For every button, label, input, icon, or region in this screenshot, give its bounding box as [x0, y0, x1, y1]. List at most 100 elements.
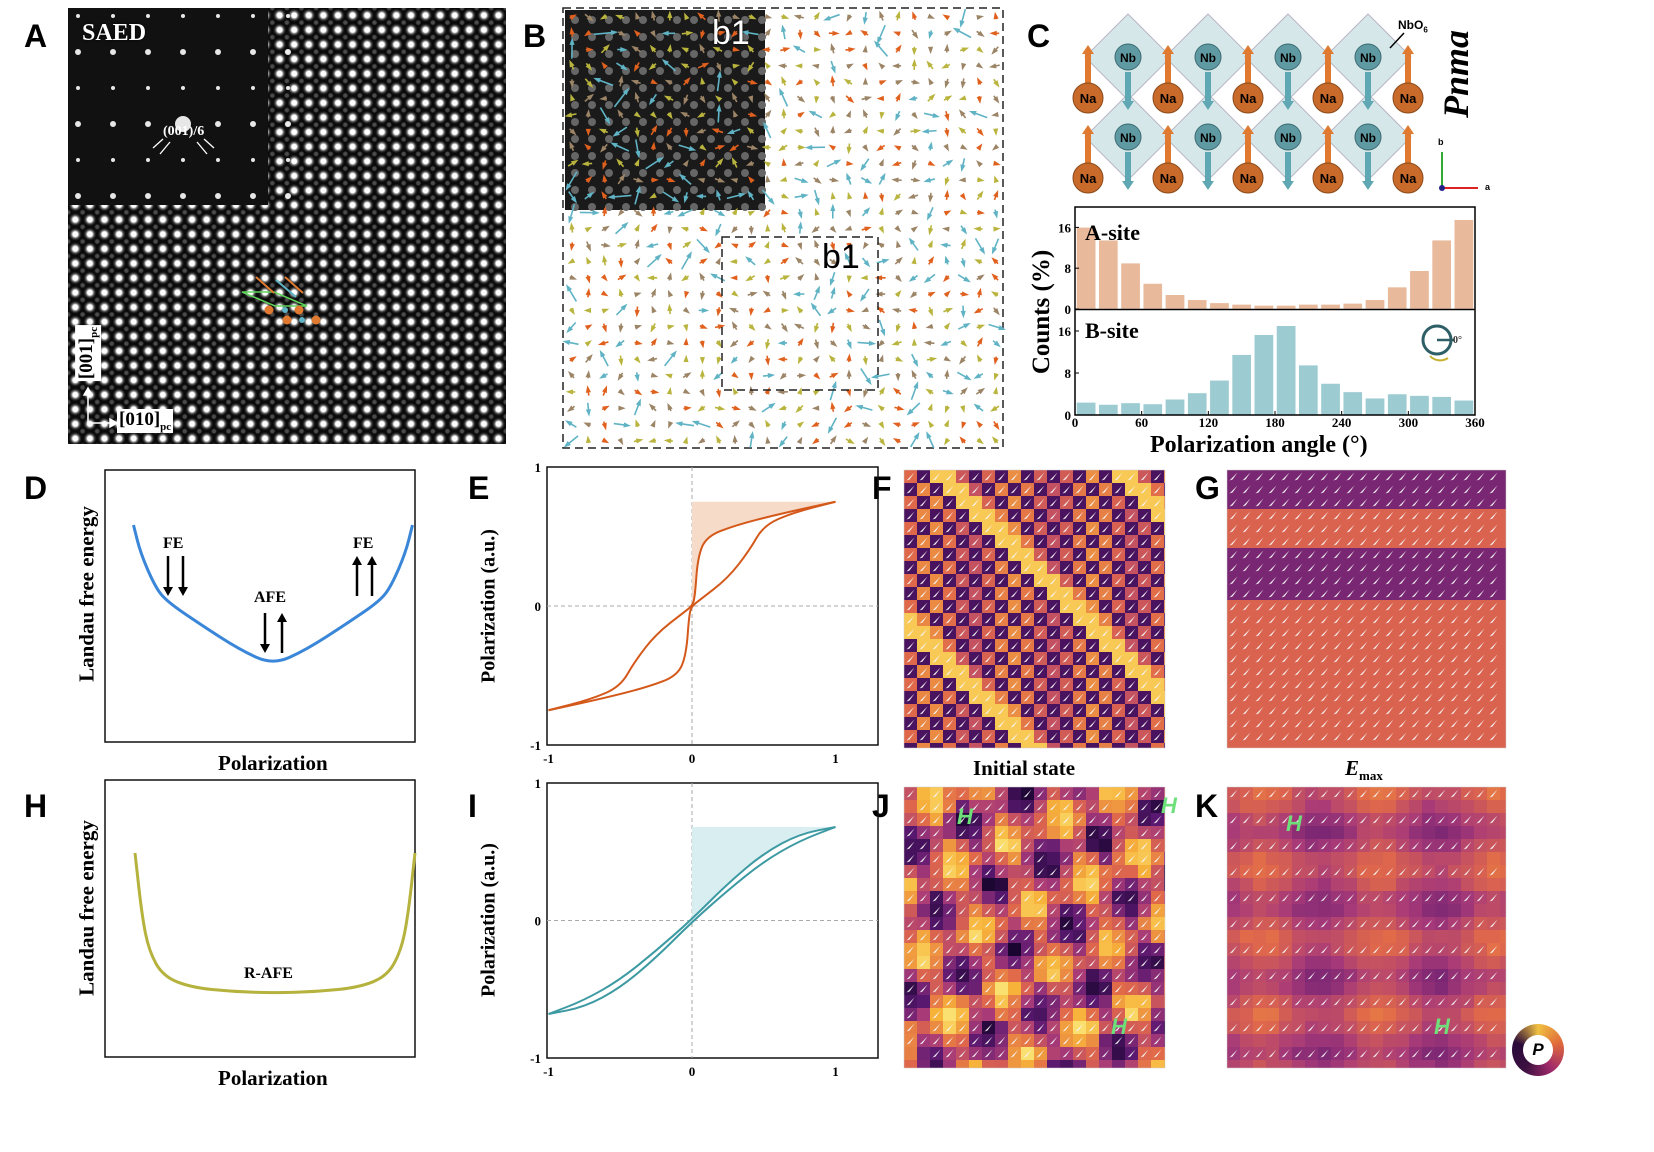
map-cell: [1357, 904, 1370, 917]
map-cell: [1266, 1060, 1279, 1068]
map-cell: [1357, 800, 1370, 813]
map-cell: [1500, 600, 1506, 613]
diffraction-spot: [76, 86, 80, 90]
map-cell: [1099, 743, 1112, 748]
b1-atom-column: [656, 84, 664, 92]
map-cell: [1099, 839, 1112, 852]
b1-atom-column: [656, 118, 664, 126]
b1-atom-column: [758, 135, 766, 143]
polarization-arrowhead: [569, 26, 575, 35]
b1-atom-column: [639, 135, 647, 143]
map-cell: [956, 1060, 969, 1068]
map-cell: [1500, 587, 1506, 600]
map-cell: [1034, 1008, 1047, 1021]
diffraction-spot: [145, 121, 151, 127]
b1-atom-column: [571, 135, 579, 143]
map-cell: [995, 878, 1008, 891]
map-cell: [1396, 1034, 1409, 1047]
diffraction-spot: [215, 193, 221, 199]
map-cell: [1370, 956, 1383, 969]
b1-atom-column: [690, 203, 698, 211]
diffraction-spot: [286, 158, 290, 162]
diffraction-spot: [216, 14, 220, 18]
map-cell: [1305, 904, 1318, 917]
map-cell: [1240, 878, 1253, 891]
polarization-arrowhead: [585, 243, 591, 252]
b1-inset-image: [565, 10, 765, 210]
diffraction-spot: [146, 14, 150, 18]
diffraction-spot: [110, 193, 116, 199]
b1-atom-column: [673, 152, 681, 160]
map-cell: [917, 787, 930, 800]
map-cell: [930, 743, 943, 748]
map-cell: [1227, 930, 1240, 943]
saed-diffraction-pattern: [75, 14, 291, 199]
axis-010-text: [010]: [119, 409, 161, 430]
map-cell: [1370, 904, 1383, 917]
map-cell: [930, 1060, 943, 1068]
map-cell: [1253, 800, 1266, 813]
map-cell: [1125, 865, 1138, 878]
b1-atom-column: [741, 84, 749, 92]
polarization-arrowhead: [586, 191, 595, 199]
polarization-arrowhead: [599, 13, 608, 20]
b1-atom-column: [741, 101, 749, 109]
diffraction-spot: [145, 193, 151, 199]
map-cell: [943, 826, 956, 839]
map-cell: [1253, 1060, 1266, 1068]
map-cell: [1409, 826, 1422, 839]
map-cell: [1073, 743, 1086, 748]
map-cell: [1500, 652, 1506, 665]
map-cell: [1487, 743, 1500, 748]
map-cell: [1060, 839, 1073, 852]
map-cell: [1305, 956, 1318, 969]
map-cell: [1125, 1060, 1138, 1068]
b1-atom-column: [724, 186, 732, 194]
map-cell: [1008, 982, 1021, 995]
map-cell: [1073, 1060, 1086, 1068]
map-cell: [1500, 678, 1506, 691]
b1-atom-column: [741, 33, 749, 41]
g-emax-map: [1227, 470, 1506, 748]
map-cell: [1500, 743, 1506, 748]
map-cell: [1344, 1060, 1357, 1068]
map-cell: [956, 917, 969, 930]
map-cell: [1253, 904, 1266, 917]
map-cell: [1008, 787, 1021, 800]
diffraction-spot: [250, 121, 256, 127]
b1-atom-column: [622, 203, 630, 211]
b1-atom-column: [605, 135, 613, 143]
map-cell: [1266, 878, 1279, 891]
b1-atom-column: [724, 152, 732, 160]
map-cell: [1099, 943, 1112, 956]
diffraction-spot: [251, 86, 255, 90]
b1-atom-column: [639, 186, 647, 194]
panel-letter-a: A: [24, 18, 48, 54]
map-cell: [956, 995, 969, 1008]
polarization-arrowhead: [600, 145, 607, 153]
b1-atom-column: [639, 67, 647, 75]
polarization-arrowhead: [570, 159, 579, 166]
map-cell: [1227, 982, 1240, 995]
map-cell: [1138, 743, 1151, 748]
map-cell: [1318, 930, 1331, 943]
map-cell: [904, 743, 917, 748]
map-cell: [995, 1060, 1008, 1068]
polarization-arrowhead: [586, 80, 594, 88]
b1-atom-column: [605, 67, 613, 75]
map-cell: [904, 800, 917, 813]
polarization-arrowhead: [569, 14, 577, 21]
map-cell: [1357, 982, 1370, 995]
b1-atom-column: [656, 67, 664, 75]
map-cell: [1383, 743, 1396, 748]
diffraction-spot: [251, 158, 255, 162]
polarization-arrowhead: [569, 356, 577, 363]
b1-atom-column: [656, 33, 664, 41]
map-cell: [1060, 743, 1073, 748]
map-cell: [1266, 1008, 1279, 1021]
diffraction-spot: [111, 158, 115, 162]
map-cell: [1396, 1008, 1409, 1021]
b1-atom-column: [758, 50, 766, 58]
map-cell: [1370, 800, 1383, 813]
map-cell: [1112, 743, 1125, 748]
